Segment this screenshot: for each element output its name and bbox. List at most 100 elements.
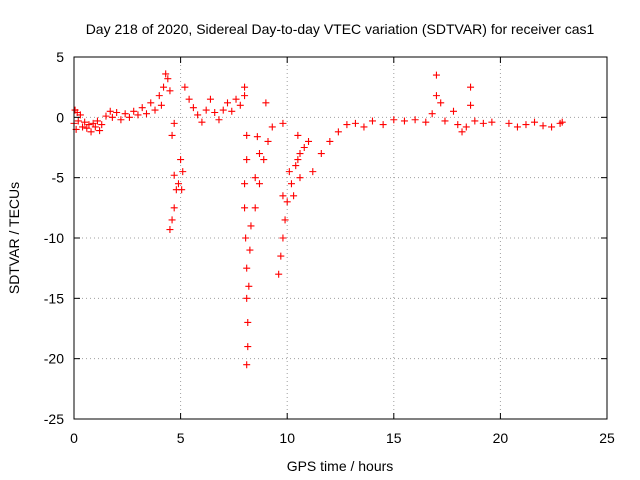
data-point <box>168 131 176 139</box>
data-point <box>185 95 193 103</box>
y-tick-label: 5 <box>56 49 64 65</box>
data-point <box>531 118 539 126</box>
data-point <box>454 121 462 129</box>
data-point <box>178 186 186 194</box>
data-point <box>488 118 496 126</box>
data-point <box>244 343 252 351</box>
data-point <box>206 95 214 103</box>
data-point <box>162 70 170 78</box>
data-point <box>241 92 249 100</box>
data-point <box>232 95 240 103</box>
data-point <box>198 118 206 126</box>
data-point <box>117 116 125 124</box>
data-point <box>219 106 227 114</box>
data-point <box>215 116 223 124</box>
data-point <box>458 128 466 136</box>
data-point <box>243 294 251 302</box>
data-point <box>236 101 244 109</box>
data-point <box>241 204 249 212</box>
x-tick-label: 15 <box>386 430 402 446</box>
data-point <box>279 192 287 200</box>
data-point <box>170 119 178 127</box>
x-tick-labels: 0 5 10 15 20 25 <box>70 430 615 446</box>
data-point <box>247 222 255 230</box>
data-point <box>160 83 168 91</box>
data-point <box>285 168 293 176</box>
data-point <box>411 116 419 124</box>
data-point <box>294 131 302 139</box>
data-point <box>255 180 263 188</box>
data-point <box>243 156 251 164</box>
data-point <box>262 99 270 107</box>
data-point <box>539 122 547 130</box>
data-point <box>98 121 106 129</box>
data-point <box>142 110 150 118</box>
data-point <box>300 144 308 151</box>
data-point <box>202 106 210 114</box>
data-point <box>194 111 202 119</box>
data-point <box>138 104 146 112</box>
x-axis-label: GPS time / hours <box>287 458 394 474</box>
data-point <box>177 156 185 164</box>
data-point <box>244 318 252 326</box>
data-point <box>241 83 249 91</box>
data-point <box>246 246 254 254</box>
data-point <box>89 119 97 127</box>
y-axis-label: SDTVAR / TECUs <box>6 182 22 294</box>
data-point <box>228 107 236 115</box>
data-point <box>243 264 251 272</box>
data-point <box>168 216 176 224</box>
data-point <box>351 119 359 127</box>
data-point <box>260 156 268 164</box>
chart-title: Day 218 of 2020, Sidereal Day-to-day VTE… <box>86 21 595 37</box>
data-point <box>305 137 313 145</box>
data-point <box>245 282 253 290</box>
data-point <box>283 198 291 206</box>
data-point <box>400 117 408 125</box>
y-tick-label: -5 <box>52 170 65 186</box>
data-point <box>157 101 165 109</box>
y-tick-label: -10 <box>44 230 64 246</box>
data-point <box>241 180 249 188</box>
data-point <box>113 109 121 117</box>
x-tick-label: 20 <box>493 430 509 446</box>
data-point <box>211 109 219 117</box>
data-point <box>449 107 457 115</box>
axis-ticks <box>73 56 608 420</box>
data-point <box>166 226 174 234</box>
x-tick-label: 10 <box>279 430 295 446</box>
data-point <box>432 92 440 100</box>
data-point <box>343 121 351 129</box>
data-point <box>151 106 159 114</box>
data-point <box>268 123 276 131</box>
data-point <box>81 118 89 126</box>
data-point <box>83 124 91 132</box>
data-point <box>467 101 475 109</box>
data-point <box>279 119 287 127</box>
data-point <box>360 123 368 131</box>
y-tick-label: -25 <box>44 411 64 427</box>
data-point <box>174 180 182 188</box>
data-point <box>334 128 342 136</box>
data-point <box>93 117 101 125</box>
data-point <box>166 87 174 95</box>
y-tick-label: -20 <box>44 351 64 367</box>
data-point <box>471 117 479 125</box>
data-point <box>479 119 487 127</box>
data-point <box>91 123 99 131</box>
data-point <box>74 117 82 125</box>
data-point <box>125 113 133 121</box>
data-point <box>179 168 187 176</box>
data-point <box>441 117 449 125</box>
data-point <box>106 107 114 115</box>
data-point <box>422 118 430 126</box>
data-point <box>432 71 440 79</box>
data-point <box>513 123 521 131</box>
data-point <box>437 99 445 107</box>
data-point <box>224 99 232 107</box>
data-point <box>264 137 272 145</box>
data-point <box>243 361 251 369</box>
data-point <box>253 133 261 141</box>
data-point <box>467 83 475 91</box>
data-point <box>147 99 155 107</box>
